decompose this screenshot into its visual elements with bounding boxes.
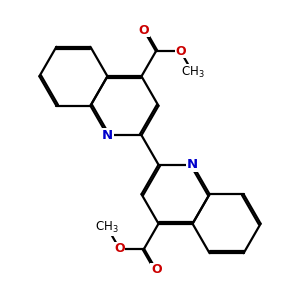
Text: N: N xyxy=(187,158,198,171)
Text: CH$_3$: CH$_3$ xyxy=(95,220,119,235)
Text: O: O xyxy=(175,45,186,58)
Text: O: O xyxy=(114,242,125,255)
Text: O: O xyxy=(151,263,162,277)
Text: O: O xyxy=(138,23,149,37)
Text: N: N xyxy=(102,129,113,142)
Text: CH$_3$: CH$_3$ xyxy=(181,65,205,80)
